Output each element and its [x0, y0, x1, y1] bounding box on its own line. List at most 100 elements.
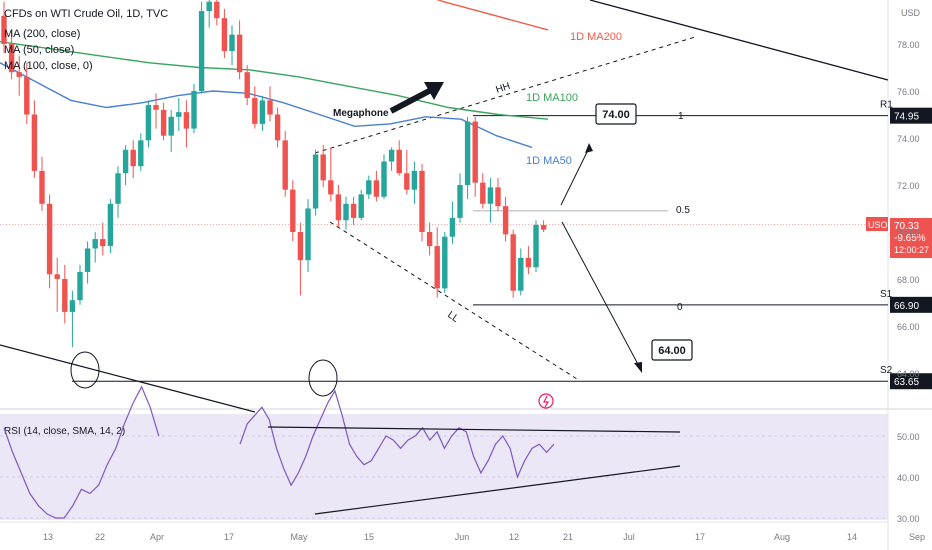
- x-tick-label: 21: [563, 532, 573, 542]
- level-badge-s1: [890, 296, 932, 313]
- candle: [510, 229, 516, 298]
- candle-body: [24, 76, 30, 115]
- candle: [168, 109, 174, 153]
- level-price-s1: 66.90: [894, 301, 919, 312]
- countdown-label: 12:00:27: [894, 245, 929, 255]
- candle-body: [39, 170, 45, 204]
- candle: [404, 149, 410, 195]
- candle-body: [92, 239, 98, 249]
- arrow-head-icon: [585, 143, 593, 153]
- rsi-tick-label: 40.00: [897, 473, 920, 483]
- candle: [16, 55, 22, 96]
- candle-body: [16, 72, 22, 77]
- target-up-label-box: [595, 103, 637, 125]
- candle: [426, 222, 433, 256]
- candle-body: [464, 121, 471, 185]
- x-tick-label: 14: [847, 532, 857, 542]
- candle-body: [274, 114, 281, 141]
- ma100-indicator-label[interactable]: MA (100, close, 0): [4, 60, 93, 72]
- ma100-line: [0, 41, 549, 120]
- candle-body: [84, 248, 91, 272]
- last-price-value: 70.33: [894, 221, 919, 232]
- lightning-icon: [543, 395, 550, 408]
- candle: [130, 140, 136, 178]
- candle: [457, 173, 463, 223]
- candle: [525, 246, 532, 275]
- candle: [191, 83, 197, 134]
- candle-body: [8, 44, 15, 73]
- candle: [274, 107, 281, 148]
- candle-body: [373, 180, 380, 197]
- fib-half-label: 0.5: [676, 205, 690, 216]
- candle: [92, 232, 98, 263]
- candle: [540, 220, 547, 232]
- x-tick-label: Aug: [774, 532, 790, 542]
- candle-body: [1, 15, 7, 45]
- y-tick-label: 70.00: [897, 228, 920, 238]
- candle: [282, 130, 288, 197]
- candle-body: [388, 149, 395, 162]
- y-tick-label: 74.00: [897, 134, 920, 144]
- rsi-tick-label: 50.00: [897, 432, 920, 442]
- megaphone-label: Megaphone: [333, 108, 389, 119]
- candle: [434, 227, 440, 298]
- candle: [335, 185, 342, 228]
- fib-1-label: 1: [678, 111, 684, 122]
- candle-body: [305, 208, 311, 261]
- ma50-label: 1D MA50: [526, 155, 572, 167]
- megaphone-arrow-head-icon: [424, 82, 444, 100]
- rsi-lower-trendline: [314, 465, 681, 515]
- rsi-upper-trendline: [267, 426, 681, 433]
- candle: [176, 98, 182, 131]
- level-badge-r1: [890, 107, 932, 124]
- candle-body: [122, 149, 129, 174]
- candle-body: [100, 239, 106, 247]
- candle-body: [518, 257, 524, 291]
- candle: [366, 175, 372, 200]
- candle: [480, 173, 486, 209]
- candle-body: [191, 91, 197, 129]
- candle: [145, 100, 152, 148]
- x-tick-label: 22: [95, 532, 105, 542]
- candle: [1, 1, 7, 54]
- candle-body: [350, 203, 357, 218]
- ma50-indicator-label[interactable]: MA (50, close): [4, 44, 75, 56]
- candle: [46, 194, 53, 289]
- candle: [381, 154, 387, 200]
- candle: [320, 145, 326, 188]
- candle: [297, 222, 304, 296]
- level-price-r1: 74.95: [894, 112, 919, 123]
- candle-body: [533, 224, 539, 268]
- rsi-tick-label: 30.00: [897, 514, 920, 524]
- candle-body: [343, 203, 349, 221]
- candle: [350, 196, 357, 225]
- candle-body: [426, 232, 433, 247]
- candle-body: [168, 116, 174, 136]
- candle: [502, 196, 509, 242]
- x-tick-label: Jul: [623, 532, 635, 542]
- rsi-band: [0, 414, 888, 520]
- candle: [206, 0, 212, 28]
- candle-body: [206, 1, 212, 12]
- candle: [100, 222, 106, 256]
- candle: [84, 241, 91, 284]
- currency-label: USD: [901, 8, 921, 18]
- candle-body: [282, 140, 288, 190]
- candle-body: [160, 109, 167, 136]
- candle-body: [396, 149, 402, 174]
- event-icon: [538, 393, 554, 409]
- candle: [153, 93, 159, 129]
- candle-body: [107, 203, 114, 247]
- y-tick-label: 72.00: [897, 181, 920, 191]
- candle-body: [419, 170, 425, 232]
- last-price-badge: [890, 218, 932, 258]
- candle: [39, 156, 45, 211]
- candle-body: [434, 246, 440, 289]
- candle: [24, 62, 30, 124]
- candle-body: [62, 279, 68, 312]
- ma200-indicator-label[interactable]: MA (200, close): [4, 28, 81, 40]
- descending-trendline: [589, 0, 889, 81]
- candle-body: [145, 105, 152, 141]
- level-name-s1: S1: [880, 289, 893, 300]
